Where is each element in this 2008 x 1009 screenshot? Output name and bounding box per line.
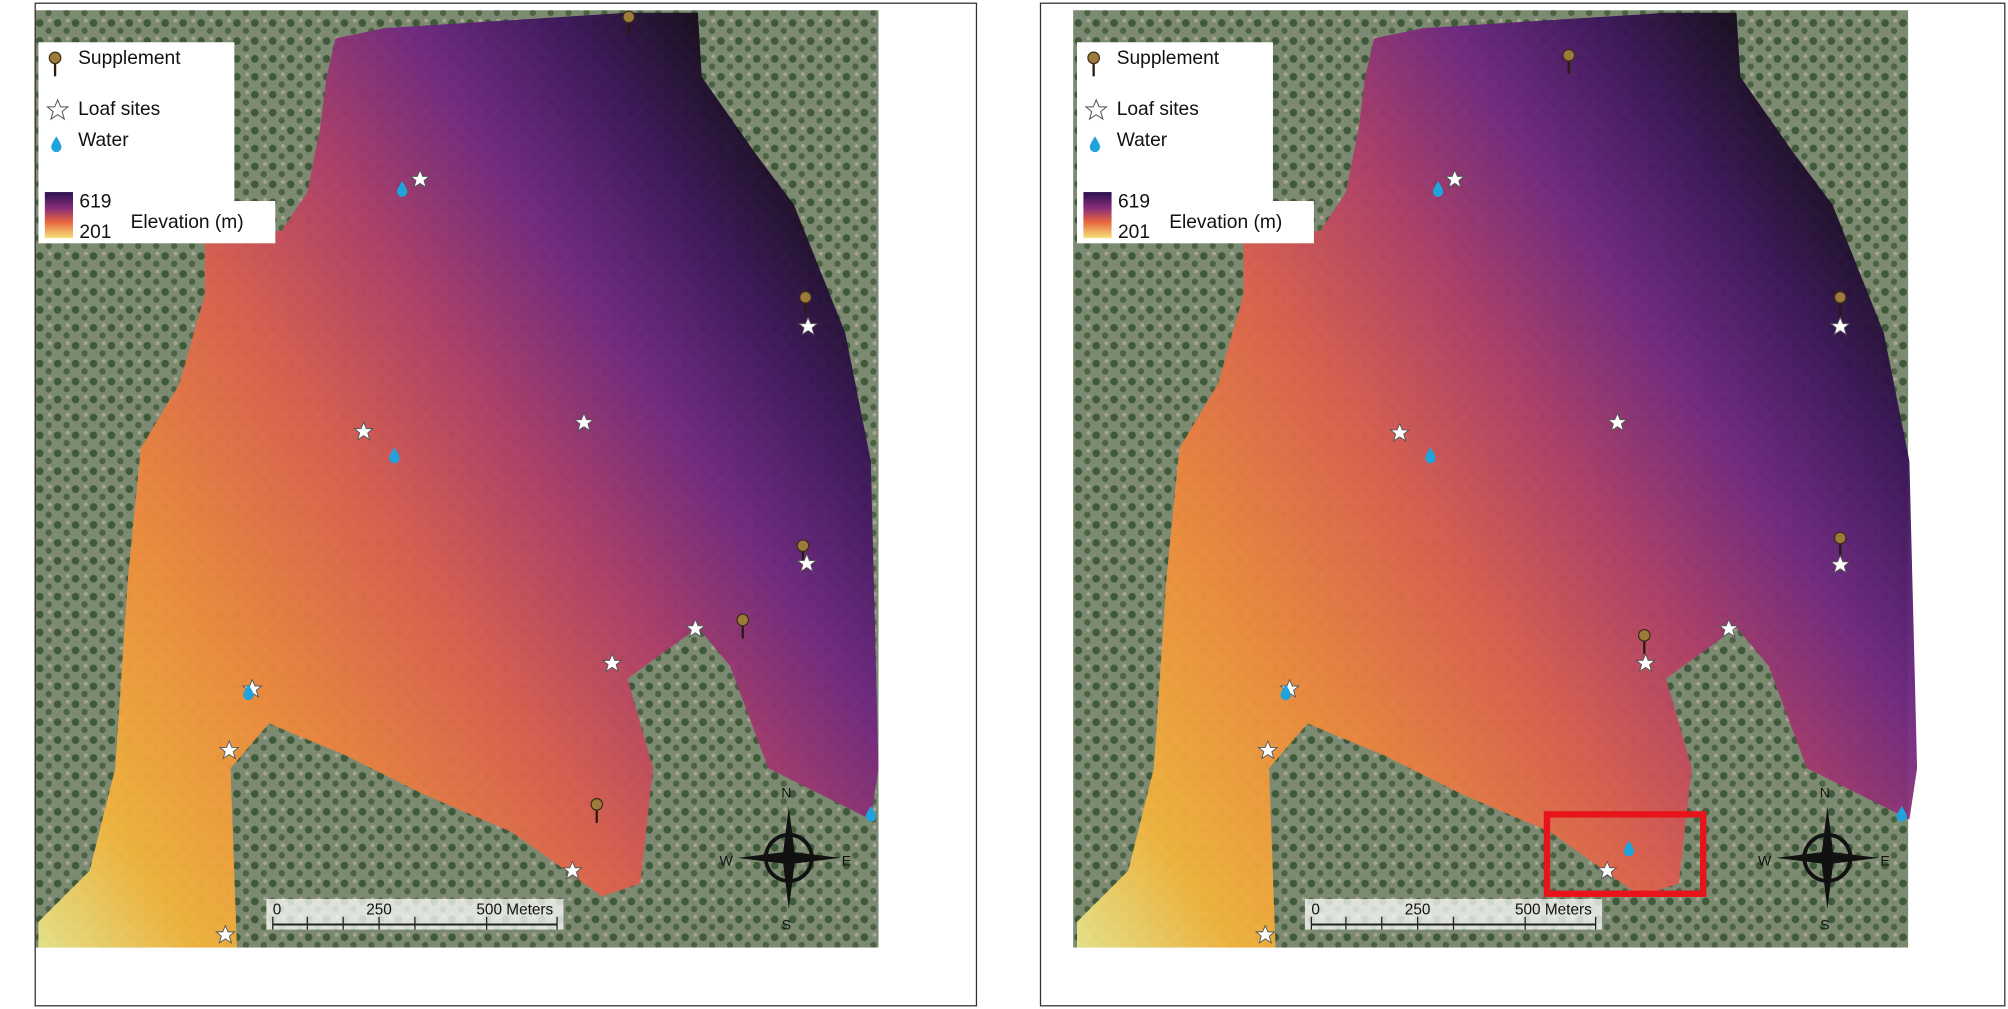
compass-ring — [1802, 832, 1853, 883]
legend-label: Supplement — [1117, 48, 1220, 69]
scale-label: 500 Meters — [1515, 901, 1592, 918]
compass-label: N — [1820, 785, 1830, 801]
legend-box — [1076, 42, 1273, 203]
compass-label: W — [719, 852, 733, 868]
elevation-colorbar — [1083, 192, 1112, 239]
elevation-max: 619 — [79, 191, 111, 212]
scale-label: 0 — [273, 901, 282, 918]
highlight-box — [1543, 811, 1707, 897]
scale-label: 0 — [1311, 901, 1320, 918]
panel-frame — [34, 2, 978, 1007]
legend-label: Water — [78, 130, 129, 151]
legend-label: Loaf sites — [1117, 99, 1199, 120]
compass-label: N — [781, 785, 791, 801]
map-panel: Supplement Loaf sites Water 619 201 Elevation… — [1073, 10, 1918, 948]
elevation-min: 201 — [79, 222, 111, 243]
elevation-max: 619 — [1118, 191, 1150, 212]
elevation-surface — [1076, 12, 1918, 948]
elevation-surface — [38, 12, 879, 948]
legend-label: Elevation (m) — [1169, 212, 1282, 233]
legend-box — [38, 42, 235, 203]
legend-box — [1076, 201, 1314, 244]
scale-label: 500 Meters — [476, 901, 553, 918]
map-panel: Supplement Loaf sites Water 619 201 Elevation… — [34, 9, 879, 948]
compass-label: W — [1758, 852, 1772, 868]
compass-ring — [763, 832, 814, 883]
legend-label: Supplement — [78, 48, 181, 69]
compass-label: E — [842, 852, 851, 868]
elevation-colorbar — [44, 192, 73, 239]
compass-label: S — [1820, 916, 1829, 932]
scale-label: 250 — [1405, 901, 1431, 918]
compass-label: S — [782, 916, 791, 932]
legend-label: Water — [1117, 130, 1168, 151]
legend-label: Loaf sites — [78, 99, 160, 120]
legend-label: Elevation (m) — [131, 212, 244, 233]
compass-rose — [737, 851, 841, 865]
compass-rose — [1776, 851, 1879, 865]
elevation-min: 201 — [1118, 222, 1150, 243]
panel-frame — [1039, 2, 2006, 1007]
scale-label: 250 — [366, 901, 392, 918]
legend-box — [38, 201, 276, 244]
compass-label: E — [1880, 852, 1889, 868]
